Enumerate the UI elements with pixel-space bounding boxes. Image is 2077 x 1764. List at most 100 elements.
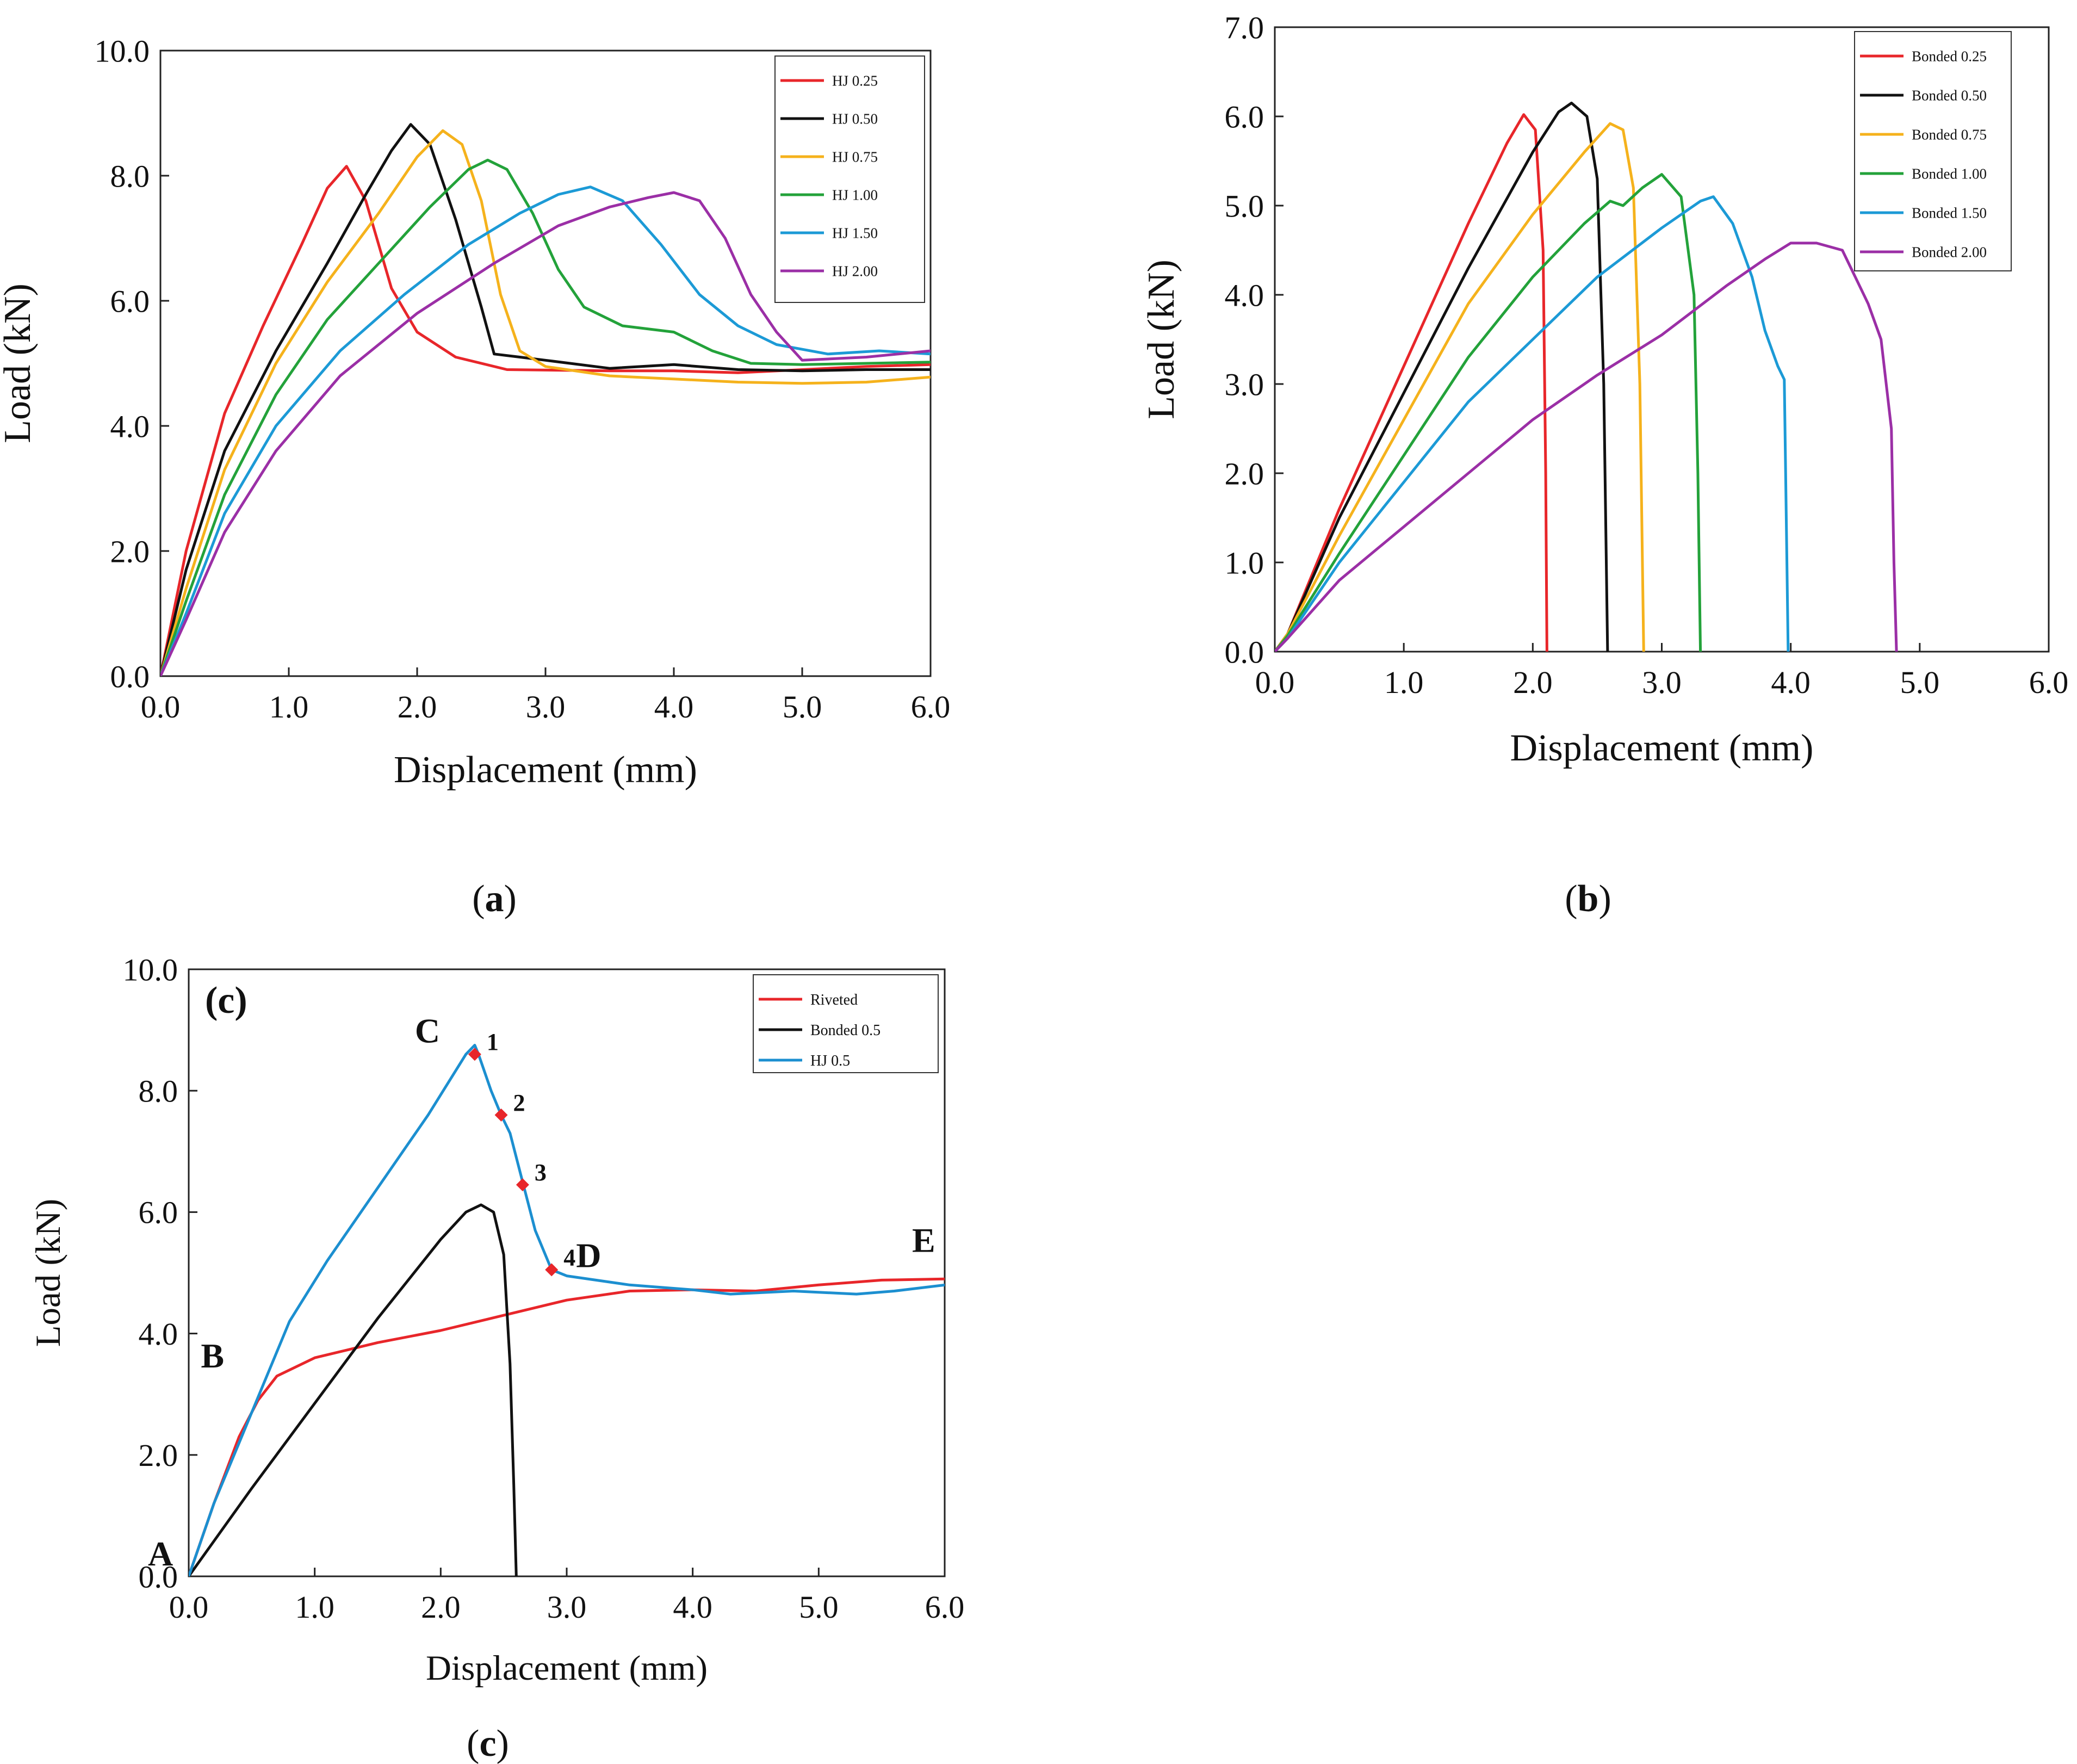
stage-point-label: D: [576, 1236, 601, 1274]
y-tick-label: 1.0: [1225, 545, 1264, 580]
y-tick-label: 4.0: [110, 408, 150, 444]
x-tick-label: 4.0: [1771, 665, 1811, 700]
series-line-hj-0-50: [160, 123, 931, 676]
x-tick-label: 4.0: [673, 1589, 712, 1625]
y-axis-label: Load (kN): [29, 1199, 68, 1347]
stage-point-label: C: [415, 1012, 440, 1050]
series-line-hj-0-5: [189, 1044, 945, 1576]
caption-open: (: [467, 1723, 479, 1764]
x-tick-label: 5.0: [799, 1589, 839, 1625]
series-line-bonded-1-50: [1275, 195, 1790, 652]
chart-panel-a: 0.0 1.0 2.0 3.0 4.0 5.0 6.0 0.0 2.0 4.0 6.0 8.0 10.0…: [0, 33, 950, 920]
x-tick-label: 6.0: [925, 1589, 965, 1625]
stage-marker-label: 1: [487, 1029, 499, 1055]
caption-letter: c: [479, 1723, 496, 1764]
legend: Bonded 0.25 Bonded 0.50 Bonded 0.75 Bonded …: [1854, 31, 2012, 271]
y-tick-label: 10.0: [123, 952, 178, 987]
legend-label: Bonded 0.25: [1912, 48, 1987, 64]
x-tick-label: 0.0: [1255, 665, 1295, 700]
series-line-hj-0-25: [160, 165, 931, 676]
caption-close: ): [1598, 878, 1611, 920]
y-tick-label: 2.0: [139, 1438, 178, 1473]
legend-label: Riveted: [810, 992, 858, 1008]
legend-label: HJ 0.50: [832, 110, 878, 127]
panel-caption: (a): [472, 878, 517, 920]
x-tick-label: 3.0: [526, 689, 566, 725]
y-axis-label: Load (kN): [0, 283, 39, 443]
y-tick-label: 0.0: [139, 1559, 178, 1594]
series-group: [1275, 101, 1898, 652]
y-tick-label: 8.0: [139, 1074, 178, 1109]
y-tick-label: 6.0: [139, 1195, 178, 1230]
x-tick-label: 2.0: [1513, 665, 1553, 700]
caption-letter: b: [1578, 878, 1599, 920]
legend-label: Bonded 0.50: [1912, 87, 1987, 103]
series-line-bonded-1-00: [1275, 173, 1702, 652]
legend-label: Bonded 2.00: [1912, 244, 1987, 260]
caption-close: ): [497, 1723, 509, 1764]
x-tick-label: 1.0: [1384, 665, 1424, 700]
legend-label: Bonded 1.00: [1912, 165, 1987, 182]
x-tick-label: 1.0: [295, 1589, 334, 1625]
x-axis-label: Displacement (mm): [426, 1649, 708, 1688]
legend-box: [753, 974, 939, 1073]
caption-open: (: [1565, 878, 1577, 920]
legend-label: Bonded 1.50: [1912, 205, 1987, 221]
series-line-hj-1-00: [160, 158, 931, 676]
y-tick-label: 5.0: [1225, 188, 1264, 224]
stage-marker-label: 2: [513, 1090, 525, 1116]
x-tick-label: 3.0: [1642, 665, 1682, 700]
stage-marker-label: 3: [535, 1159, 547, 1186]
legend-label: HJ 2.00: [832, 263, 878, 279]
y-tick-label: 8.0: [110, 158, 150, 194]
y-tick-label: 2.0: [110, 534, 150, 569]
y-tick-label: 0.0: [110, 659, 150, 694]
series-group: [189, 1044, 945, 1576]
legend-label: HJ 1.00: [832, 187, 878, 203]
caption-close: ): [504, 878, 517, 920]
chart-panel-c: 0.0 1.0 2.0 3.0 4.0 5.0 6.0 0.0 2.0 4.0 6.0 8.0 10.0…: [29, 952, 964, 1764]
y-tick-label: 10.0: [95, 33, 150, 69]
series-line-hj-1-50: [160, 185, 931, 676]
stage-marker: [468, 1048, 481, 1061]
x-tick-label: 4.0: [654, 689, 694, 725]
x-tick-label: 5.0: [1900, 665, 1940, 700]
x-tick-label: 2.0: [421, 1589, 461, 1625]
series-line-hj-0-75: [160, 129, 931, 676]
series-line-bonded-0-5: [189, 1203, 518, 1576]
y-tick-label: 6.0: [1225, 99, 1264, 134]
stage-point-label: A: [148, 1534, 173, 1573]
stage-marker: [494, 1108, 508, 1122]
x-tick-label: 2.0: [398, 689, 437, 725]
stage-point-label: B: [201, 1336, 224, 1375]
y-axis-label: Load (kN): [1140, 259, 1182, 419]
y-tick-label: 3.0: [1225, 367, 1264, 402]
y-tick-label: 6.0: [110, 283, 150, 319]
x-tick-label: 5.0: [783, 689, 822, 725]
panel-caption: (b): [1565, 878, 1611, 920]
legend: Riveted Bonded 0.5 HJ 0.5: [753, 974, 939, 1073]
y-tick-label: 7.0: [1225, 10, 1264, 45]
y-tick-label: 4.0: [1225, 277, 1264, 313]
stage-marker: [545, 1263, 559, 1277]
legend-box: [774, 55, 925, 303]
stage-marker-label: 4: [563, 1244, 575, 1271]
legend-box: [1854, 31, 2012, 271]
legend-label: HJ 1.50: [832, 225, 878, 241]
series-line-bonded-0-75: [1275, 122, 1645, 652]
x-axis-label: Displacement (mm): [1510, 727, 1814, 769]
x-axis-label: Displacement (mm): [394, 749, 697, 791]
stage-point-label: E: [912, 1221, 935, 1260]
series-line-bonded-2-00: [1275, 242, 1898, 652]
legend-label: HJ 0.5: [810, 1053, 850, 1069]
legend-label: HJ 0.75: [832, 148, 878, 165]
legend: HJ 0.25 HJ 0.50 HJ 0.75 HJ 1.00 HJ 1.50 HJ 2.…: [774, 55, 925, 303]
x-tick-label: 3.0: [547, 1589, 587, 1625]
x-tick-label: 0.0: [141, 689, 181, 725]
legend-label: Bonded 0.75: [1912, 126, 1987, 143]
legend-label: Bonded 0.5: [810, 1022, 881, 1039]
x-tick-label: 0.0: [169, 1589, 209, 1625]
series-line-riveted: [189, 1277, 945, 1576]
y-tick-label: 4.0: [139, 1316, 178, 1352]
